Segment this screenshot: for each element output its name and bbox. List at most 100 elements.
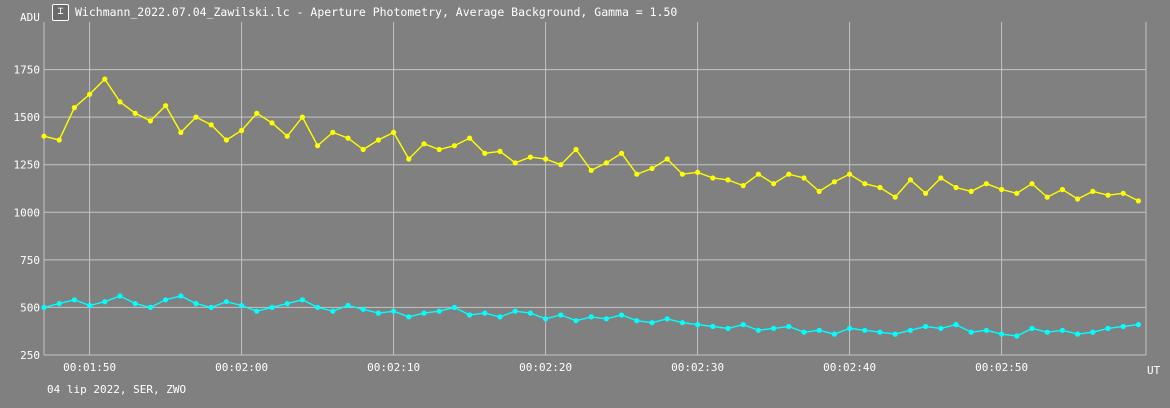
- data-point: [603, 160, 610, 166]
- data-point: [512, 160, 518, 166]
- data-point: [269, 120, 275, 126]
- data-point: [801, 175, 807, 181]
- data-point: [558, 162, 564, 168]
- data-point: [512, 308, 518, 314]
- data-point: [451, 143, 457, 149]
- data-point: [892, 194, 898, 200]
- data-point: [315, 304, 321, 310]
- data-point: [193, 301, 199, 307]
- data-point: [923, 323, 929, 330]
- data-point: [1075, 196, 1081, 202]
- data-point: [330, 129, 336, 135]
- axes: [43, 22, 1147, 356]
- data-point: [877, 329, 883, 335]
- x-tick-label: 00:02:20: [519, 361, 572, 374]
- data-point: [497, 314, 503, 320]
- data-point: [634, 171, 640, 177]
- x-tick-label: 00:01:50: [63, 361, 116, 374]
- data-point: [1105, 325, 1111, 331]
- data-point: [740, 322, 746, 328]
- data-point: [299, 297, 305, 303]
- data-point: [619, 312, 625, 318]
- data-point: [406, 314, 412, 320]
- data-point: [573, 146, 579, 153]
- series-1: [41, 76, 1141, 204]
- data-point: [1014, 333, 1020, 339]
- data-point: [786, 323, 792, 330]
- data-point: [71, 105, 77, 111]
- data-point: [771, 325, 777, 331]
- data-point: [71, 297, 77, 303]
- data-point: [345, 302, 351, 309]
- data-point: [892, 331, 898, 337]
- series-2: [41, 293, 1141, 339]
- data-point: [208, 122, 214, 128]
- data-point: [816, 327, 822, 333]
- data-point: [999, 186, 1005, 193]
- chart-window-icon[interactable]: ⌶: [52, 3, 69, 21]
- data-point: [56, 301, 62, 307]
- y-tick-label: 750: [20, 254, 40, 267]
- data-point: [1090, 329, 1096, 335]
- data-point: [1059, 186, 1065, 193]
- data-point: [254, 110, 260, 116]
- data-point: [436, 146, 442, 153]
- data-point: [558, 312, 564, 318]
- data-point: [375, 137, 381, 143]
- data-point: [117, 293, 123, 299]
- data-point: [284, 301, 290, 307]
- data-point: [117, 99, 123, 105]
- data-point: [862, 181, 868, 187]
- data-point: [923, 190, 929, 196]
- x-tick-label: 00:02:10: [367, 361, 420, 374]
- data-point: [1075, 331, 1081, 337]
- data-point: [87, 302, 93, 309]
- data-point: [1090, 188, 1096, 194]
- x-tick-label: 00:02:30: [671, 361, 724, 374]
- data-point: [588, 314, 594, 320]
- data-point: [56, 137, 62, 143]
- data-point: [163, 103, 169, 109]
- data-point: [482, 310, 488, 316]
- window-title: Wichmann_2022.07.04_Zawilski.lc - Apertu…: [75, 5, 678, 19]
- data-point: [755, 171, 762, 177]
- y-axis-label: ADU: [20, 11, 40, 24]
- data-point: [1029, 181, 1035, 187]
- data-point: [41, 304, 47, 310]
- data-point: [269, 304, 275, 310]
- data-point: [132, 110, 138, 116]
- data-point: [391, 129, 397, 135]
- data-point: [695, 322, 701, 328]
- data-point: [831, 331, 838, 337]
- data-point: [284, 133, 290, 139]
- data-point: [497, 148, 503, 154]
- data-point: [907, 177, 914, 183]
- data-point: [482, 150, 488, 156]
- data-point: [345, 135, 351, 141]
- data-point: [102, 299, 108, 305]
- data-point: [421, 310, 427, 316]
- data-point: [467, 135, 473, 141]
- x-tick-label: 00:02:40: [823, 361, 876, 374]
- data-point: [193, 114, 199, 120]
- data-point: [223, 137, 229, 143]
- data-point: [299, 114, 305, 120]
- tick-labels: 250 500 750 1000 1250 1500 1750 00:01:50 00:02:0…: [14, 64, 1029, 374]
- data-point: [953, 184, 959, 191]
- data-point: [1044, 194, 1050, 200]
- data-point: [375, 310, 381, 316]
- data-point: [147, 304, 153, 310]
- data-point: [634, 318, 640, 324]
- data-point: [239, 302, 245, 309]
- y-tick-label: 500: [20, 301, 40, 314]
- x-tick-label: 00:02:00: [215, 361, 268, 374]
- data-point: [391, 308, 397, 314]
- data-point: [907, 327, 914, 333]
- x-tick-label: 00:02:50: [975, 361, 1028, 374]
- data-point: [102, 76, 108, 82]
- data-point: [527, 310, 534, 316]
- data-point: [178, 129, 184, 135]
- data-point: [573, 318, 579, 324]
- data-point: [527, 154, 534, 160]
- data-point: [740, 183, 746, 189]
